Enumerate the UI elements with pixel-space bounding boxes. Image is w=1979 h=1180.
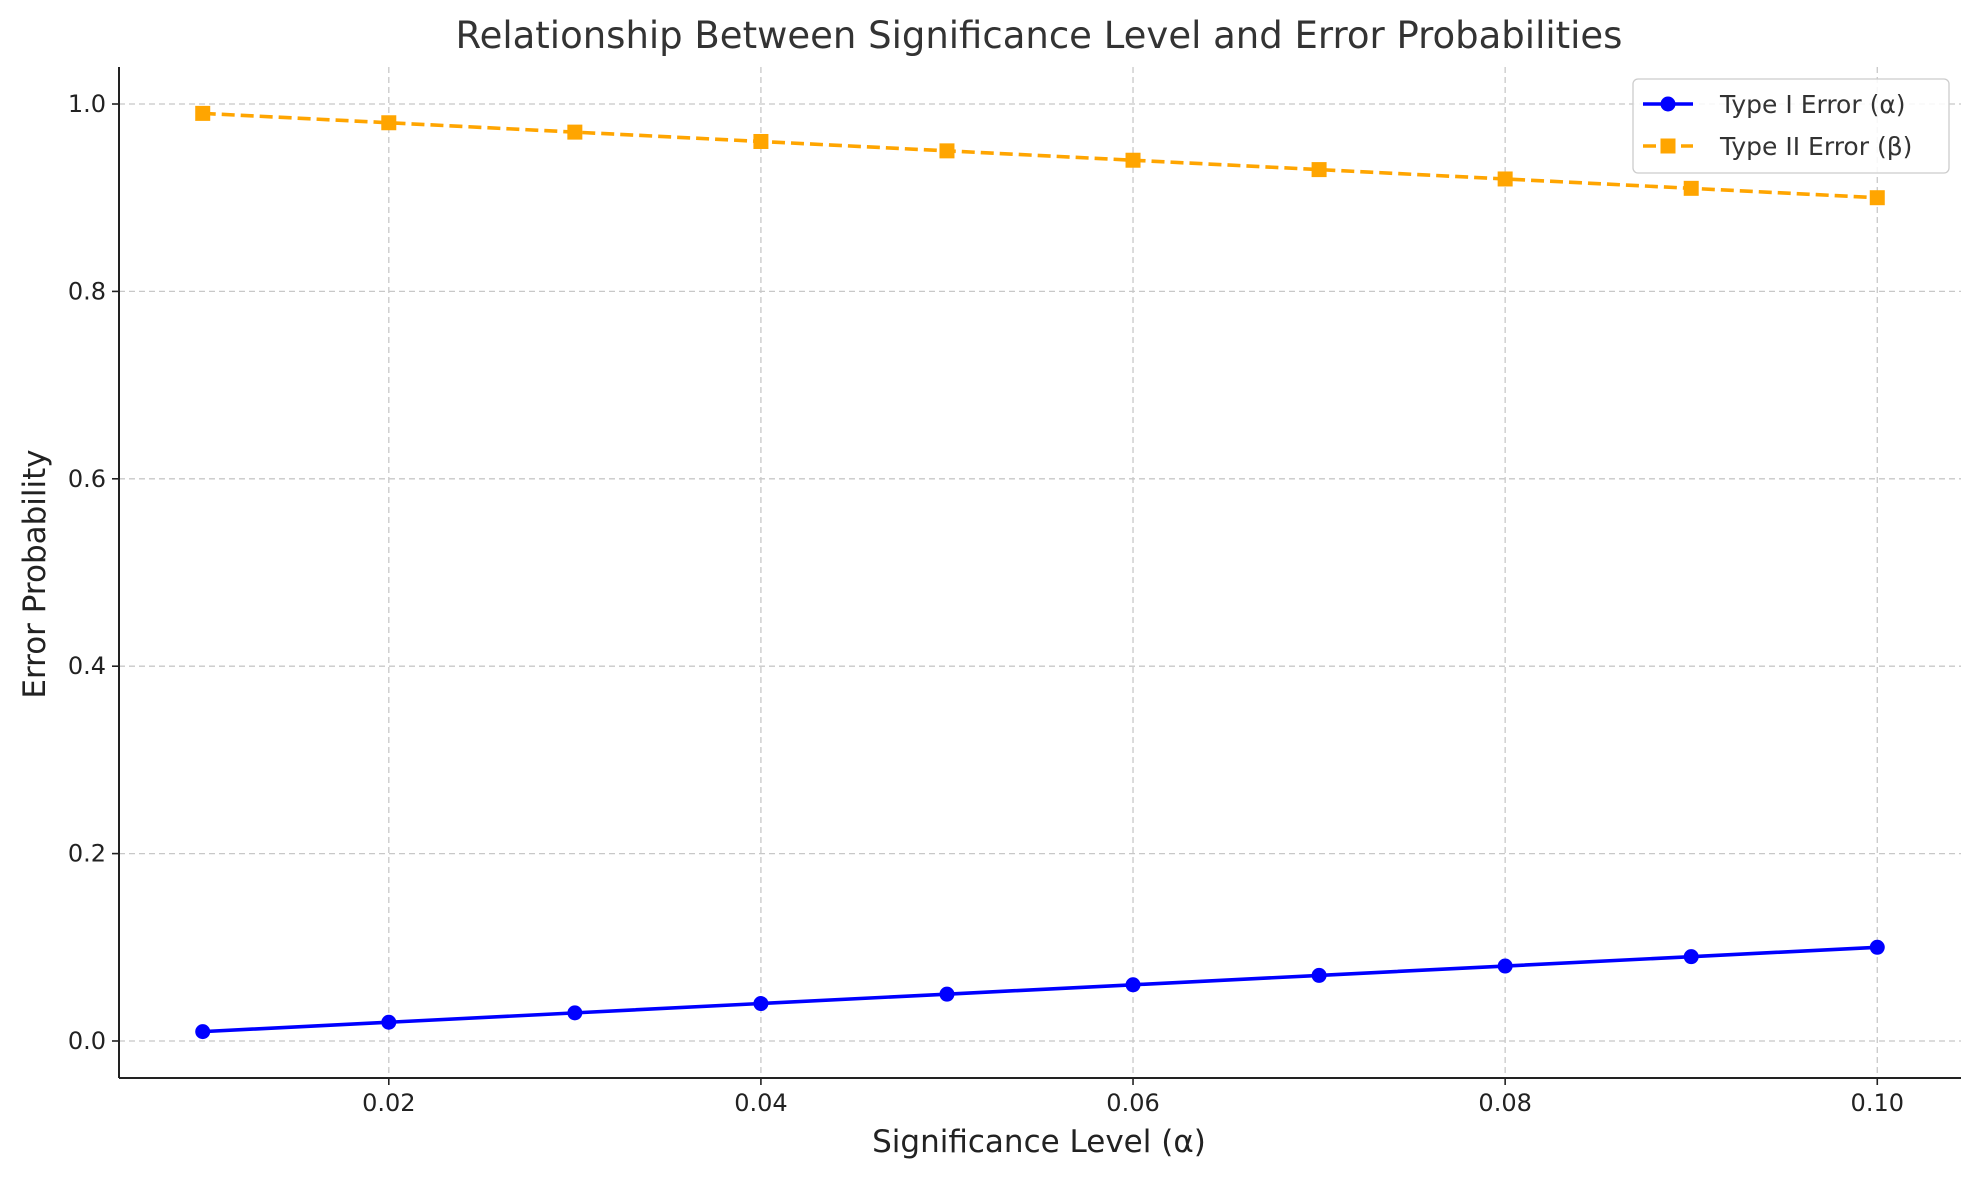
legend-frame <box>1632 78 1950 174</box>
data-point <box>1869 939 1885 955</box>
legend-label: Type I Error (α) <box>1719 90 1906 119</box>
data-point <box>939 143 955 159</box>
y-axis-label: Error Probability <box>17 449 53 698</box>
data-point <box>1125 977 1141 993</box>
y-tick-label: 1.0 <box>68 90 106 118</box>
data-point <box>567 124 583 140</box>
legend-label: Type II Error (β) <box>1719 132 1912 161</box>
data-point <box>939 986 955 1002</box>
axes <box>118 67 1961 1079</box>
data-point <box>195 105 211 121</box>
series-1 <box>195 939 1885 1040</box>
grid <box>119 67 1961 1078</box>
data-point <box>381 1014 397 1030</box>
x-tick-label: 0.04 <box>734 1089 787 1117</box>
data-point <box>1125 152 1141 168</box>
y-tick-label: 0.0 <box>68 1027 106 1055</box>
data-point <box>195 1024 211 1040</box>
data-point <box>1497 958 1513 974</box>
legend-marker <box>1660 96 1676 112</box>
ticks: 0.02 0.04 0.06 0.08 0.10 0.0 0.2 0.4 0.6 0.8 1.0 <box>68 90 1904 1117</box>
x-tick-label: 0.06 <box>1106 1089 1159 1117</box>
y-tick-label: 0.6 <box>68 465 106 493</box>
data-point <box>1869 190 1885 206</box>
data-point <box>1311 162 1327 178</box>
data-point <box>1683 180 1699 196</box>
y-tick-label: 0.4 <box>68 652 106 680</box>
series-line <box>202 111 1878 200</box>
chart-title: Relationship Between Significance Level … <box>456 14 1623 57</box>
series-layer <box>195 105 1885 1040</box>
series-line <box>202 945 1878 1034</box>
x-axis-label: Significance Level (α) <box>872 1124 1206 1160</box>
legend: Type I Error (α) Type II Error (β) <box>1632 78 1950 174</box>
y-tick-label: 0.2 <box>68 840 106 868</box>
x-tick-label: 0.10 <box>1851 1089 1904 1117</box>
data-point <box>753 133 769 149</box>
data-point <box>567 1005 583 1021</box>
y-tick-label: 0.8 <box>68 277 106 305</box>
data-point <box>1683 949 1699 965</box>
data-point <box>1497 171 1513 187</box>
data-point <box>1311 967 1327 983</box>
data-point <box>381 115 397 131</box>
legend-marker <box>1660 138 1676 154</box>
series-2 <box>195 105 1885 206</box>
data-point <box>753 996 769 1012</box>
x-tick-label: 0.02 <box>362 1089 415 1117</box>
x-tick-label: 0.08 <box>1478 1089 1531 1117</box>
